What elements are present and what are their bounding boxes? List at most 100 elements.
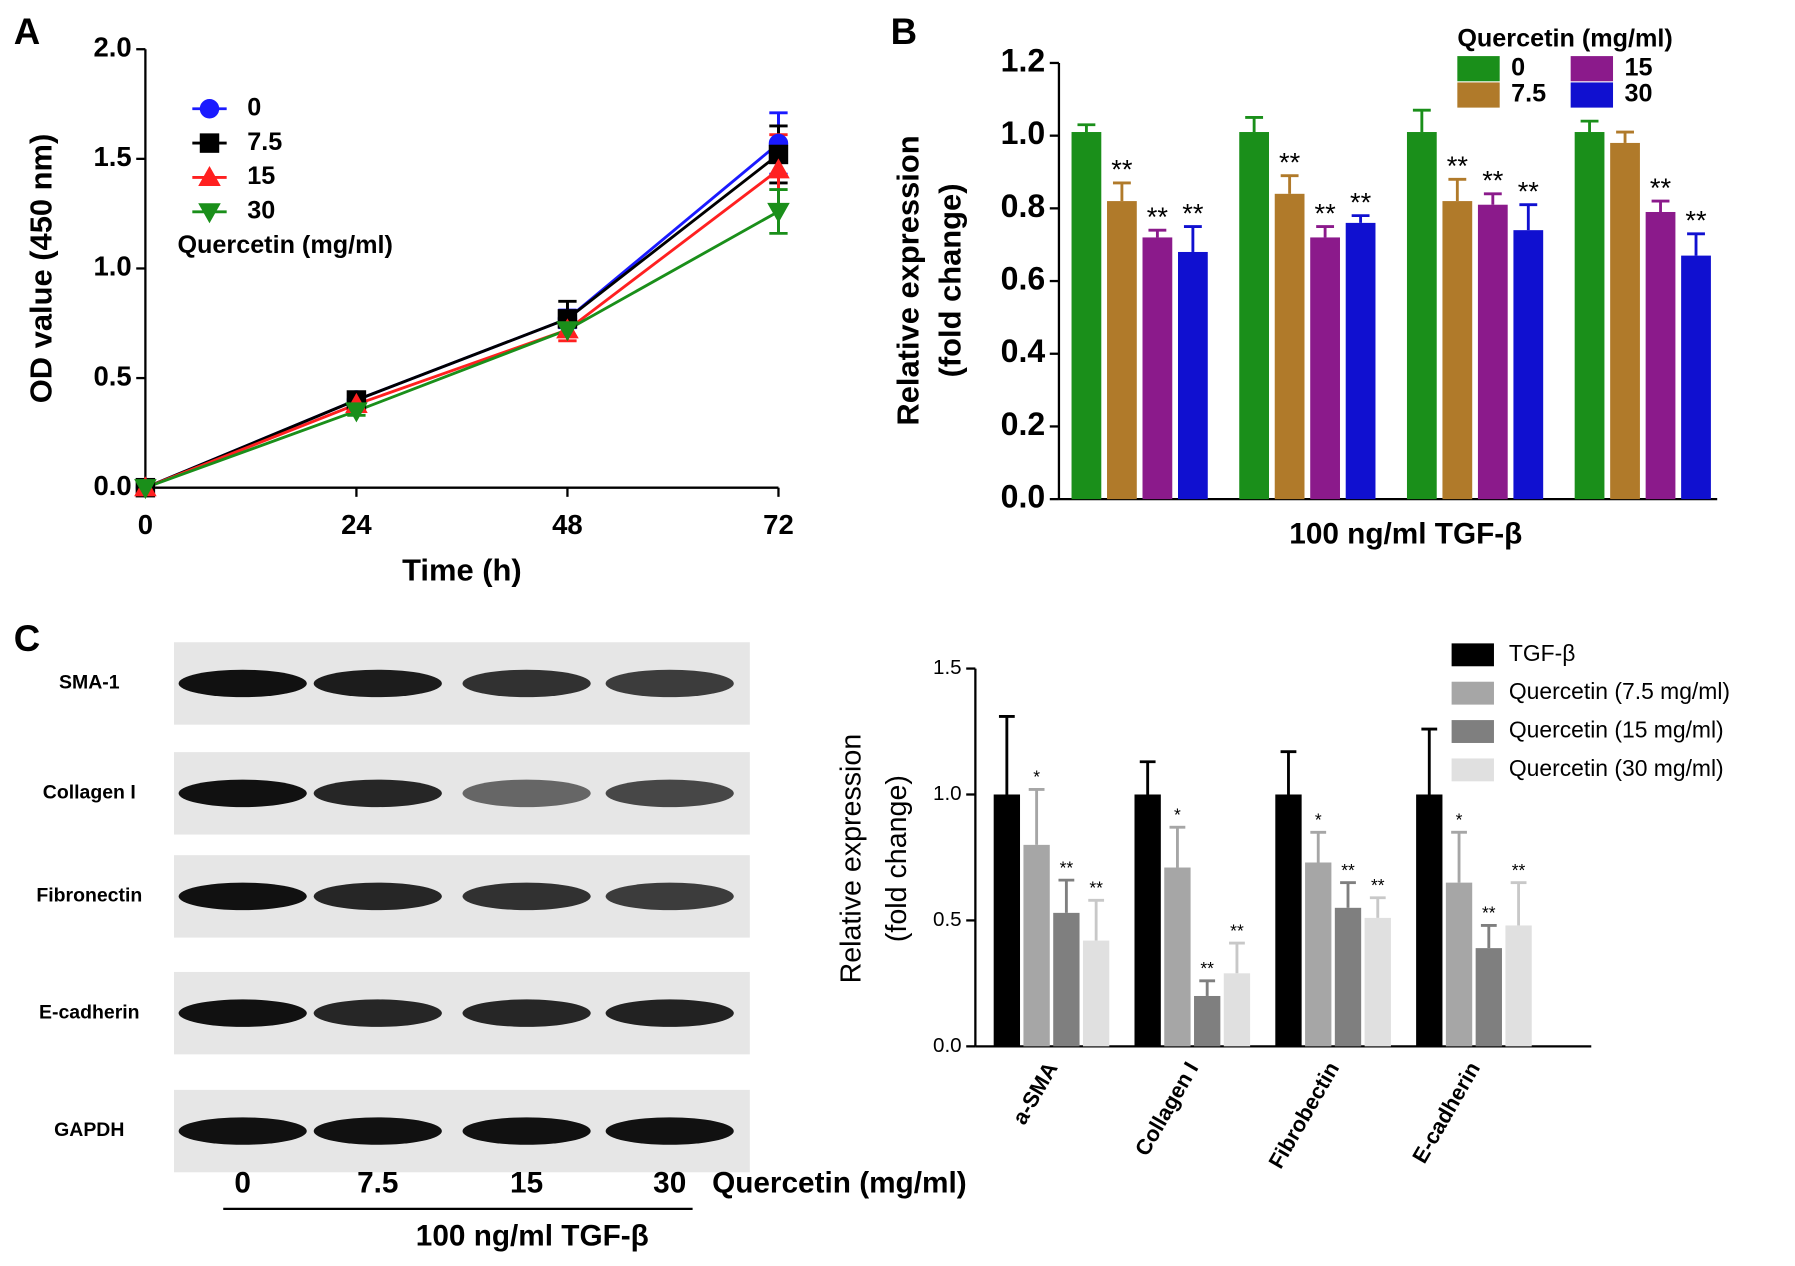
bar <box>1082 940 1110 1047</box>
blot-band <box>462 1117 591 1145</box>
legend-label: Quercetin (7.5 mg/ml) <box>1509 678 1730 704</box>
blot-band <box>178 999 307 1027</box>
bar <box>1406 132 1437 500</box>
bar <box>1177 251 1208 500</box>
y-axis-label: OD value (450 nm) <box>24 134 59 404</box>
bar <box>1164 867 1191 1047</box>
bar <box>1194 995 1221 1047</box>
bar <box>1305 862 1332 1047</box>
significance-label: ** <box>1371 875 1385 895</box>
treatment-label: 100 ng/ml TGF-β <box>416 1219 649 1252</box>
bar <box>1445 882 1473 1047</box>
row-label: GAPDH <box>54 1119 124 1141</box>
x-tick-label: 72 <box>763 509 794 540</box>
series-line <box>144 168 780 490</box>
y-axis-label: (fold change) <box>881 775 913 942</box>
significance-label: ** <box>1482 903 1496 923</box>
row-label: SMA-1 <box>59 672 120 694</box>
marker <box>134 479 157 500</box>
y-tick-label: 1.5 <box>933 656 962 679</box>
legend-swatch <box>1570 82 1614 108</box>
significance-label: ** <box>1230 920 1244 940</box>
x-tick-label: 24 <box>341 509 372 540</box>
bar <box>1505 925 1532 1047</box>
blot-band <box>313 669 442 698</box>
legend-label: 0 <box>1511 53 1525 81</box>
bar <box>1310 237 1340 500</box>
y-tick-label: 0.5 <box>93 360 131 391</box>
x-axis-label: 100 ng/ml TGF-β <box>1289 518 1522 551</box>
bar <box>1107 201 1137 500</box>
blot-band <box>605 779 734 808</box>
y-tick-label: 1.0 <box>93 251 131 282</box>
legend-label: 7.5 <box>1511 80 1546 108</box>
legend-label: 30 <box>247 196 275 224</box>
y-tick-label: 0.0 <box>93 470 131 501</box>
x-tick-label: 0 <box>138 509 153 540</box>
bar <box>1071 132 1102 500</box>
bar <box>1475 948 1502 1047</box>
marker <box>767 202 790 223</box>
panel-label: B <box>891 11 917 52</box>
lane-title: Quercetin (mg/ml) <box>712 1167 967 1200</box>
row-label: Fibronectin <box>36 885 142 907</box>
bar <box>1023 844 1050 1047</box>
blot-band <box>605 669 734 698</box>
panel-label: A <box>14 11 40 52</box>
legend-swatch <box>1457 56 1500 82</box>
significance-label: ** <box>1315 197 1337 228</box>
bar <box>1334 907 1362 1047</box>
blot-band <box>462 779 591 808</box>
blot-band <box>313 1117 442 1145</box>
significance-label: ** <box>1650 172 1672 203</box>
y-axis-label: Relative expression <box>890 135 925 425</box>
bar <box>1442 201 1473 500</box>
significance-label: ** <box>1200 958 1214 978</box>
series-line <box>144 210 780 490</box>
blot-band <box>178 779 307 808</box>
legend-swatch <box>1451 758 1494 782</box>
bar <box>1345 222 1376 500</box>
y-tick-label: 0.6 <box>1001 261 1046 297</box>
blot-band <box>313 779 442 808</box>
blot-band <box>313 999 442 1027</box>
y-tick-label: 0.2 <box>1001 406 1046 442</box>
legend-label: 15 <box>247 162 275 190</box>
significance-label: ** <box>1482 165 1504 196</box>
significance-label: * <box>1456 809 1463 829</box>
significance-label: ** <box>1279 146 1301 177</box>
marker <box>556 321 579 342</box>
significance-label: ** <box>1447 150 1469 181</box>
lane-label: 0 <box>234 1167 251 1200</box>
legend-label: 7.5 <box>247 128 282 156</box>
bar <box>1477 204 1508 500</box>
blot-band <box>605 1117 734 1145</box>
bar <box>1681 255 1711 500</box>
significance-label: ** <box>1182 197 1204 228</box>
marker <box>345 402 368 423</box>
legend-label: 0 <box>247 93 261 121</box>
legend-swatch <box>1451 681 1494 705</box>
y-tick-label: 2.0 <box>93 31 131 62</box>
bar <box>1416 794 1443 1047</box>
legend-label: TGF-β <box>1509 640 1576 666</box>
y-tick-label: 0.4 <box>1001 333 1046 369</box>
blot-band <box>313 882 442 911</box>
blot-band <box>605 999 734 1027</box>
significance-label: ** <box>1341 860 1355 880</box>
blot-band <box>462 999 591 1027</box>
significance-label: ** <box>1350 186 1372 217</box>
legend-swatch <box>1451 720 1494 743</box>
legend-swatch <box>1570 56 1614 82</box>
lane-label: 7.5 <box>357 1167 398 1200</box>
y-axis-label: (fold change) <box>933 184 968 378</box>
y-tick-label: 0.0 <box>1001 479 1046 515</box>
bar <box>1223 973 1251 1047</box>
blot-band <box>178 1117 307 1145</box>
bar <box>1275 794 1302 1047</box>
legend-label: Quercetin (15 mg/ml) <box>1509 717 1724 743</box>
significance-label: * <box>1315 809 1322 829</box>
legend-label: Quercetin (30 mg/ml) <box>1509 755 1724 781</box>
significance-label: * <box>1174 804 1181 824</box>
